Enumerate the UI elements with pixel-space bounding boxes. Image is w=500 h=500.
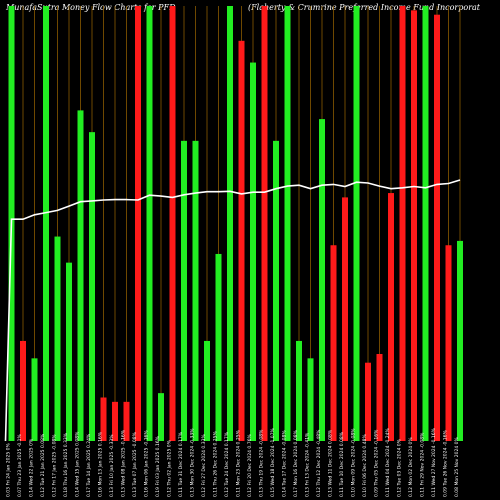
money-flow-bar	[89, 132, 95, 441]
money-flow-bar	[146, 6, 153, 441]
x-tick-label: 0.09 Thu 05 Dec 2024 -0.16%	[374, 429, 380, 497]
x-tick-label: 0.13 Mon 30 Dec 2024 -0.33%	[190, 428, 196, 497]
x-tick-label: 0.11 Tue 10 Dec 2024 0.08%	[339, 431, 345, 497]
x-tick-label: 0.13 Wed 11 Dec 2024 0.08%	[328, 429, 334, 497]
x-tick-label: 0.13 Wed 08 Jan 2025 -0.16%	[121, 429, 127, 497]
money-flow-bar	[227, 6, 233, 441]
money-flow-bar	[434, 14, 440, 441]
money-flow-bar	[54, 236, 61, 441]
money-flow-bar	[445, 245, 452, 441]
x-tick-label: 0.12 Thu 12 Dec 2024 -0.48%	[316, 429, 322, 497]
x-axis-tick-labels: 0.03 Fri 24 Jan 2025 0% 0.07 Thu 23 Jan 2…	[6, 427, 461, 497]
x-tick-label: 0.10 Fri 06 Dec 2024 0.48%	[362, 434, 368, 497]
x-tick-label: 0.12 Fri 17 Jan 2025 -0.08%	[52, 434, 58, 497]
money-flow-bar	[192, 140, 199, 441]
x-tick-label: 0.11 Wed 27 Nov 2024 -0.16%	[431, 427, 437, 497]
x-tick-label: 0.03 Fri 24 Jan 2025 0%	[6, 442, 12, 497]
x-tick-label: 0.13 Fri 13 Dec 2024 -0.41%	[305, 432, 311, 497]
money-flow-bar	[169, 6, 176, 441]
x-tick-label: 0.10 Mon 09 Dec 2024 -0.08%	[351, 428, 357, 497]
x-tick-label: 0.12 Fri 20 Dec 2024 0.76%	[247, 434, 253, 497]
x-tick-label: 0.14 Tue 17 Dec 2024 -0.08%	[282, 430, 288, 497]
money-flow-bar	[330, 245, 337, 441]
x-tick-label: 0.12 Tue 03 Dec 2024 0%	[397, 438, 403, 497]
x-tick-label: 0.18 Thu 16 Jan 2025 0.33%	[63, 432, 69, 497]
money-flow-bar	[123, 401, 130, 441]
money-flow-bar	[399, 6, 406, 441]
money-flow-line-layer	[4, 179, 461, 442]
money-flow-bar	[215, 253, 222, 441]
chart-title: MunafaSutra Money Flow Charts for PFD (F…	[6, 3, 496, 17]
x-tick-label: 0.19 Fri 03 Jan 2025 0.16%	[155, 435, 161, 497]
money-flow-bar	[43, 6, 49, 441]
money-flow-bar	[353, 6, 360, 441]
money-flow-bar	[411, 10, 417, 441]
x-tick-label: 0.13 Tue 07 Jan 2025 -0.08%	[132, 431, 138, 497]
money-flow-bar	[319, 119, 325, 441]
money-flow-bar	[296, 340, 302, 441]
x-tick-label: 0.07 Thu 23 Jan 2025 -0.1%	[17, 433, 23, 497]
x-tick-label: 0.14 Wed 22 Jan 2025 0%	[29, 438, 35, 497]
money-flow-bar	[100, 397, 107, 441]
x-tick-label: 0.12 Fri 27 Dec 2024 0.33%	[201, 434, 207, 497]
chart-title-left: MunafaSutra Money Flow Charts for PFD	[6, 3, 176, 12]
money-flow-line	[4, 179, 461, 442]
x-tick-label: 0.11 Mon 23 Dec 2024 0.25%	[236, 429, 242, 497]
x-tick-label: 0.13 Thu 19 Dec 2024 -0.08%	[259, 429, 265, 497]
money-flow-bar	[273, 140, 279, 441]
money-flow-bar	[204, 340, 210, 441]
money-flow-bar	[77, 110, 84, 442]
x-tick-label: 0.12 Thu 02 Jan 2025 0%	[167, 439, 173, 497]
money-flow-bar	[422, 6, 429, 441]
x-tick-label: 0.11 Tue 31 Dec 2024 0.17%	[178, 431, 184, 497]
money-flow-bar	[307, 358, 314, 441]
x-tick-label: 0.17 Tue 14 Jan 2025 0.24%	[86, 433, 92, 497]
x-tick-label: 0.12 Mon 02 Dec 2024 0%	[408, 437, 414, 497]
money-flow-bar	[158, 393, 164, 441]
money-flow-bar	[250, 62, 256, 442]
x-tick-label: 0.16 Mon 06 Jan 2025 -0.16%	[144, 430, 150, 497]
money-flow-bar	[238, 40, 245, 442]
money-flow-bar	[284, 6, 291, 441]
x-tick-label: 0.13 Fri 10 Jan 2025 -0.33%	[109, 434, 115, 497]
money-flow-bar	[342, 197, 348, 441]
money-flow-bar	[261, 6, 268, 441]
money-flow-bar	[20, 340, 26, 441]
x-tick-label: 0.12 Tue 21 Jan 2025 0.08%	[40, 433, 46, 497]
money-flow-bar	[66, 262, 72, 441]
x-tick-label: 0.14 Wed 15 Jan 2025 0.08%	[75, 431, 81, 497]
x-tick-label: 0.11 Thu 26 Dec 2024 0.25%	[213, 430, 219, 497]
x-tick-label: 0.09 Tue 26 Nov 2024 -0.16%	[443, 430, 449, 497]
x-tick-label: 0.16 Mon 13 Jan 2025 0.16%	[98, 431, 104, 497]
money-flow-bar	[135, 6, 141, 441]
money-flow-bar	[31, 358, 38, 441]
money-flow-bar	[388, 193, 394, 441]
x-tick-label: 0.11 Wed 04 Dec 2024 -0.24%	[385, 427, 391, 497]
x-tick-label: 0.08 Mon 25 Nov 2024 0%	[454, 437, 460, 497]
money-flow-bar	[457, 240, 463, 441]
money-flow-bar	[181, 140, 187, 441]
money-flow-bars	[8, 6, 463, 442]
money-flow-bar	[376, 354, 383, 441]
money-flow-bar	[365, 362, 371, 441]
x-tick-label: 0.15 Wed 18 Dec 2024 -1.07%	[270, 427, 276, 497]
x-tick-label: 0.17 Mon 16 Dec 2024 0.08%	[293, 429, 299, 497]
money-flow-bar	[112, 401, 118, 441]
x-tick-label: 0.12 Tue 24 Dec 2024 0.17%	[224, 431, 230, 497]
chart-title-right: (Flaherty & Crumrine Preferred Income Fu…	[248, 3, 481, 12]
x-tick-label: 0.11 Fri 29 Nov 2024 -0.08%	[420, 432, 426, 497]
